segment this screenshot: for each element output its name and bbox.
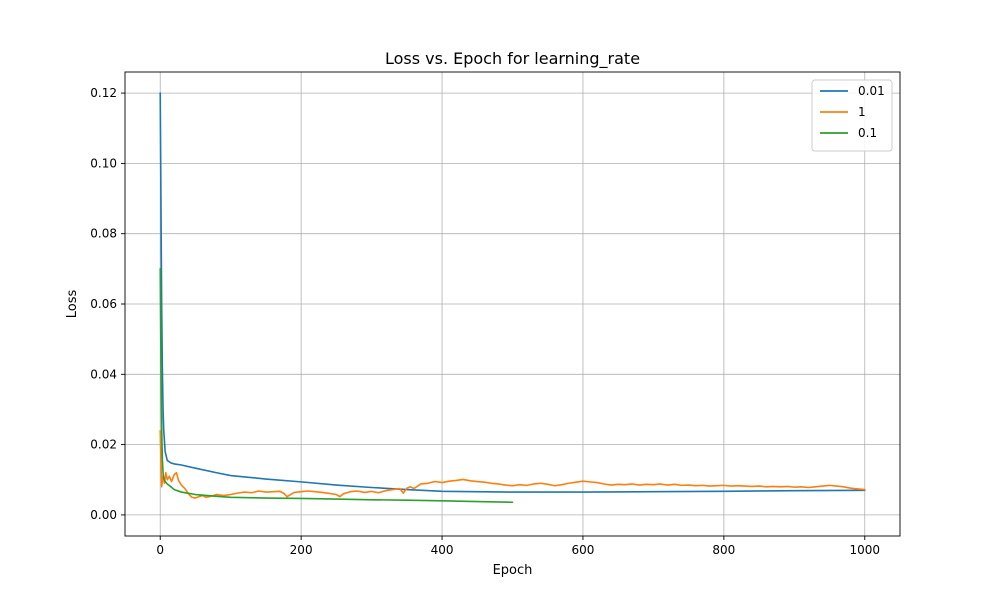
axis-ticks: 0 200 400 600 800 1000 0.00 0.02 0.04 0.06 0.08 0.1… <box>90 86 880 557</box>
x-tick-label: 400 <box>431 543 454 557</box>
y-tick-label: 0.02 <box>90 438 117 452</box>
y-tick-label: 0.10 <box>90 156 117 170</box>
y-tick-label: 0.12 <box>90 86 117 100</box>
y-tick-label: 0.00 <box>90 508 117 522</box>
x-tick-label: 600 <box>572 543 595 557</box>
x-tick-label: 1000 <box>849 543 880 557</box>
y-tick-label: 0.04 <box>90 367 117 381</box>
y-axis-label: Loss <box>65 290 80 319</box>
legend: 0.01 1 0.1 <box>811 79 893 152</box>
series-line-0-1 <box>159 268 514 504</box>
x-tick-label: 200 <box>290 543 313 557</box>
series-line-0-01 <box>159 92 866 493</box>
series-lines <box>159 92 866 504</box>
chart-title: Loss vs. Epoch for learning_rate <box>385 49 640 69</box>
x-tick-label: 800 <box>712 543 735 557</box>
x-axis-label: Epoch <box>493 563 533 578</box>
legend-label: 1 <box>858 105 866 119</box>
y-tick-label: 0.08 <box>90 227 117 241</box>
y-tick-label: 0.06 <box>90 297 117 311</box>
legend-label: 0.01 <box>858 84 885 98</box>
legend-label: 0.1 <box>858 126 877 140</box>
x-tick-label: 0 <box>156 543 164 557</box>
grid-lines <box>125 72 900 536</box>
